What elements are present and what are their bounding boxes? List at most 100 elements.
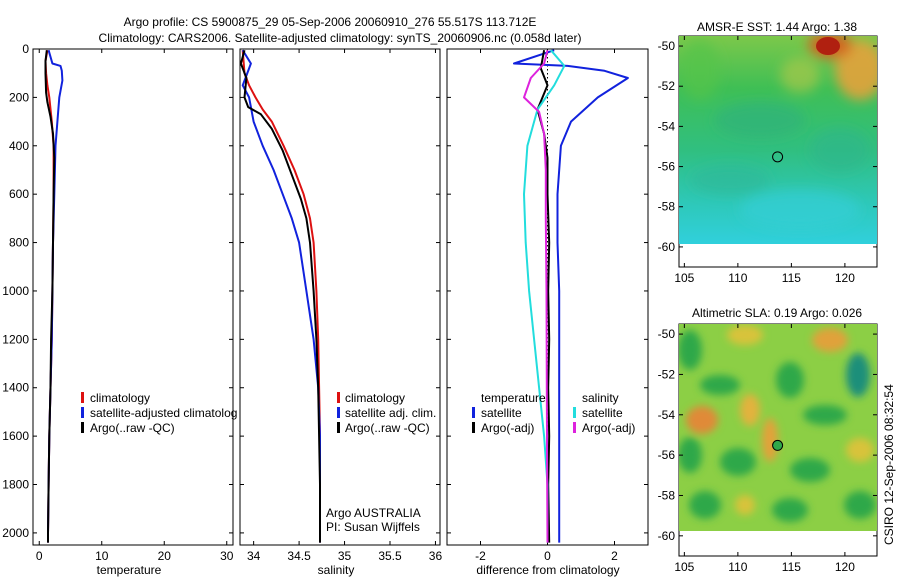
x-tick-label: 115	[782, 271, 801, 285]
sla-map-xticks: 105 110 115 120	[674, 324, 855, 574]
y-tick-label: 1800	[2, 478, 29, 492]
temperature-legend: climatology satellite-adjusted climatolo…	[81, 391, 237, 435]
x-tick-label: 120	[835, 560, 855, 574]
x-tick-label: 35	[338, 549, 352, 563]
salinity-legend: climatology satellite adj. clim. Argo(..…	[337, 391, 436, 435]
series-line-argo-raw-qc	[239, 49, 321, 543]
sla-field-patches	[679, 325, 876, 522]
x-tick-label: 0	[36, 549, 43, 563]
x-tick-label: 120	[835, 271, 855, 285]
salinity-xticks: 34 34.5 35 35.5 36	[247, 49, 442, 563]
argo-australia-note: Argo AUSTRALIA	[326, 506, 421, 520]
x-tick-label: 34	[247, 549, 261, 563]
series-line-satellite	[523, 49, 566, 543]
title-line-1: Argo profile: CS 5900875_29 05-Sep-2006 …	[124, 15, 537, 29]
series-line-satellite	[513, 49, 629, 543]
salinity-axes-frame	[239, 48, 441, 546]
y-tick-label: 1400	[2, 381, 29, 395]
legend-swatch-satellite	[337, 407, 340, 418]
x-tick-label: 105	[674, 271, 694, 285]
sst-map-yticks: -50 -52 -54 -56 -58 -60	[658, 39, 877, 254]
x-tick-label: 105	[674, 560, 694, 574]
x-tick-label: 110	[728, 560, 747, 574]
series-line-argo-adj	[523, 49, 549, 543]
x-tick-label: 36	[429, 549, 443, 563]
legend-temperature-title: temperature	[481, 391, 546, 405]
legend-salinity-title: salinity	[582, 391, 619, 405]
x-tick-label: 20	[158, 549, 172, 563]
y-tick-label: -58	[658, 200, 676, 214]
y-tick-label: -52	[658, 367, 676, 381]
legend-swatch-argo	[337, 422, 340, 433]
series-line-argo-adj	[536, 50, 551, 543]
y-tick-label: 400	[9, 139, 29, 153]
legend-swatch-temp-argo	[472, 422, 475, 433]
pi-note: PI: Susan Wijffels	[326, 520, 420, 534]
x-tick-label: 35.5	[378, 549, 402, 563]
temperature-xlabel: temperature	[97, 563, 162, 577]
legend-swatch-argo	[81, 422, 84, 433]
title-line-2: Climatology: CARS2006. Satellite-adjuste…	[99, 31, 582, 45]
temperature-legend-climatology: climatology	[90, 391, 150, 405]
difference-xlabel: difference from climatology	[476, 563, 619, 577]
sla-map-title: Altimetric SLA: 0.19 Argo: 0.026	[692, 306, 862, 320]
salinity-legend-argo: Argo(..raw -QC)	[345, 421, 430, 435]
y-tick-label: -50	[658, 327, 676, 341]
x-tick-label: 34.5	[287, 549, 311, 563]
x-tick-label: 30	[220, 549, 234, 563]
salinity-xlabel: salinity	[318, 563, 355, 577]
legend-temp-argo: Argo(-adj)	[481, 421, 534, 435]
sst-hot-spot	[816, 37, 840, 55]
y-tick-label: 800	[9, 236, 29, 250]
x-tick-label: 2	[611, 549, 618, 563]
temperature-xticks: 0 10 20 30	[36, 49, 234, 563]
y-tick-label: -60	[658, 240, 676, 254]
x-tick-label: -2	[475, 549, 486, 563]
legend-swatch-sal-argo	[573, 422, 576, 433]
y-tick-label: 600	[9, 187, 29, 201]
legend-swatch-sal-satellite	[573, 407, 576, 418]
legend-swatch-climatology	[337, 392, 340, 403]
legend-swatch-satellite	[81, 407, 84, 418]
y-tick-label: -56	[658, 160, 676, 174]
y-tick-label: -52	[658, 79, 676, 93]
salinity-legend-satellite: satellite adj. clim.	[345, 406, 436, 420]
legend-swatch-climatology	[81, 392, 84, 403]
y-tick-label: 1600	[2, 429, 29, 443]
legend-sal-argo: Argo(-adj)	[582, 421, 635, 435]
y-tick-label: -58	[658, 488, 676, 502]
salinity-panel: 34 34.5 35 35.5 36 salinity climatology sate…	[239, 48, 442, 577]
difference-legend: temperature satellite Argo(-adj) salinit…	[472, 391, 635, 435]
csiro-timestamp: CSIRO 12-Sep-2006 08:32:54	[882, 384, 896, 545]
salinity-legend-climatology: climatology	[345, 391, 405, 405]
sst-map-xticks: 105 110 115 120	[674, 36, 855, 285]
legend-swatch-temp-satellite	[472, 407, 475, 418]
temperature-lines	[44, 49, 64, 543]
y-tick-label: -54	[658, 119, 676, 133]
y-tick-label: 1000	[2, 284, 29, 298]
salinity-lines	[239, 49, 321, 543]
x-tick-label: 0	[544, 549, 551, 563]
sst-heatmap	[679, 36, 877, 244]
x-tick-label: 110	[728, 271, 747, 285]
x-tick-label: 10	[95, 549, 109, 563]
temperature-axes-frame	[32, 48, 234, 546]
difference-yticks	[447, 48, 648, 534]
y-tick-label: 1200	[2, 332, 29, 346]
sst-argo-marker	[772, 151, 784, 163]
x-tick-label: 115	[782, 560, 801, 574]
y-tick-label: -60	[658, 529, 676, 543]
temperature-legend-satellite: satellite-adjusted climatolog	[90, 406, 237, 420]
series-line-argo-raw-qc	[44, 50, 56, 543]
sla-argo-marker	[772, 439, 784, 451]
legend-sal-satellite: satellite	[582, 406, 623, 420]
y-tick-label: 200	[9, 90, 29, 104]
y-tick-label: 0	[22, 42, 29, 56]
temperature-yticks: 0 200 400 600 800 1000 1200 1400 1600 1800 2000	[2, 42, 233, 540]
legend-temp-satellite: satellite	[481, 406, 522, 420]
temperature-panel: 0 200 400 600 800 1000 1200 1400 1600 1800 2000 0 1…	[2, 42, 237, 577]
sla-map-yticks: -50 -52 -54 -56 -58 -60	[658, 327, 877, 543]
sst-map-panel: AMSR-E SST: 1.44 Argo: 1.38 -50 -52 -54 -56…	[658, 20, 878, 285]
sla-heatmap	[679, 324, 877, 531]
